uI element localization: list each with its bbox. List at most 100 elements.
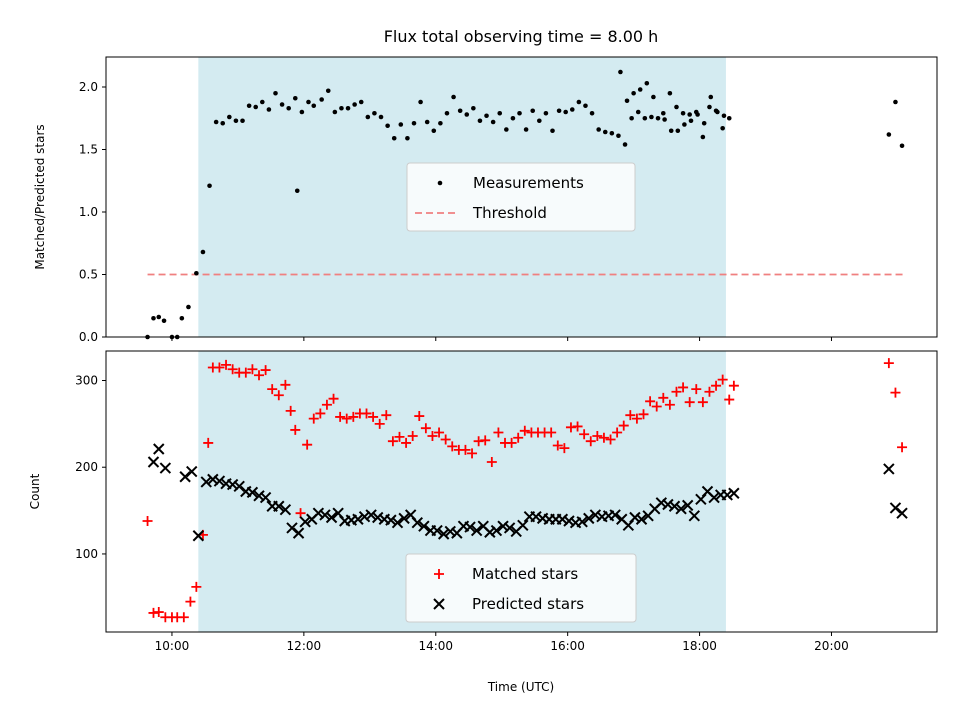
matched-point (612, 427, 623, 438)
measurement-point (576, 99, 582, 105)
matched-point (335, 411, 346, 422)
matched-point (328, 393, 339, 404)
matched-point (260, 365, 271, 376)
matched-point (546, 427, 557, 438)
matched-point (374, 418, 385, 429)
matched-point (315, 408, 326, 419)
measurement-point (332, 109, 338, 115)
matched-point (618, 420, 629, 431)
predicted-point (279, 504, 292, 516)
measurement-point (220, 120, 226, 126)
predicted-point (675, 503, 687, 515)
matched-point (142, 515, 153, 526)
predicted-point (883, 463, 895, 475)
measurement-point (674, 104, 679, 110)
measurement-point (418, 99, 423, 105)
bottom-y-tick-label: 300 (75, 373, 98, 387)
measurement-point (233, 118, 239, 124)
top-frame (105, 56, 938, 338)
predicted-point (503, 522, 516, 534)
legend-label: Threshold (472, 204, 547, 222)
measurement-point (543, 110, 549, 116)
measurement-point (618, 69, 623, 75)
measurement-point (207, 183, 212, 189)
predicted-point (325, 511, 338, 524)
x-tick-label: 20:00 (814, 639, 849, 653)
matched-point (348, 411, 359, 422)
measurement-point (504, 127, 509, 132)
matched-point (645, 396, 656, 407)
predicted-point (431, 524, 443, 537)
measurement-point (273, 90, 278, 96)
matched-point (427, 430, 438, 441)
legend-marker-matched (434, 569, 444, 579)
measurement-point (893, 99, 898, 105)
predicted-point (668, 500, 681, 512)
matched-point (273, 390, 284, 401)
matched-point (513, 432, 524, 443)
measurement-point (266, 107, 272, 112)
measurement-point (510, 115, 516, 121)
predicted-point (437, 528, 450, 540)
matched-point (684, 397, 695, 408)
predicted-point (273, 500, 285, 512)
x-tick-label: 18:00 (682, 639, 717, 653)
measurement-point (378, 114, 384, 120)
matched-point (407, 430, 418, 441)
measurement-point (464, 112, 470, 117)
predicted-point (708, 491, 720, 504)
measurement-point (240, 118, 245, 124)
top-y-tick-label: 1.0 (79, 205, 98, 219)
measurement-point (556, 108, 562, 114)
measurement-point (299, 109, 305, 115)
predicted-point (721, 489, 733, 501)
predicted-point (681, 499, 694, 512)
matched-point (605, 434, 616, 445)
measurement-point (161, 318, 167, 324)
predicted-point (418, 520, 430, 532)
matched-point (691, 384, 702, 395)
measurement-point (424, 119, 430, 125)
top-legend: Measurements Threshold (406, 162, 636, 232)
measurement-point (260, 99, 265, 105)
legend-frame (406, 162, 636, 232)
matched-point (697, 397, 708, 408)
x-tick-label: 12:00 (287, 639, 322, 653)
measurement-point (886, 132, 892, 137)
measurement-point (631, 90, 636, 96)
measurement-point (311, 103, 317, 109)
matched-point (178, 612, 189, 623)
predicted-point (398, 512, 410, 525)
measurement-point (720, 125, 725, 131)
predicted-point (153, 443, 165, 455)
x-tick-label: 16:00 (550, 639, 585, 653)
predicted-point (253, 490, 265, 502)
measurement-point (253, 104, 259, 110)
measurement-point (682, 122, 687, 127)
legend-marker-measurements (437, 180, 443, 186)
measurement-point (675, 128, 681, 134)
matched-point (308, 413, 319, 424)
predicted-point (186, 465, 198, 478)
matched-point (285, 405, 296, 416)
predicted-point (583, 512, 595, 525)
matched-point (631, 413, 642, 424)
measurement-point (156, 314, 162, 320)
matched-point (598, 432, 609, 443)
measurement-point (431, 128, 437, 134)
matched-point (506, 437, 517, 448)
predicted-point (576, 516, 588, 528)
bottom-y-tick-label: 100 (75, 547, 98, 561)
predicted-point (688, 510, 701, 522)
measurement-point (635, 109, 641, 115)
measurement-point (358, 99, 364, 105)
measurement-point (490, 119, 496, 125)
legend-frame (405, 553, 637, 623)
measurement-point (352, 102, 357, 107)
matched-point (394, 431, 405, 442)
top-y-tick-label: 0.0 (79, 330, 98, 344)
measurement-point (194, 270, 199, 276)
bottom-legend: Matched stars Predicted stars (405, 553, 637, 623)
measurement-point (701, 120, 707, 126)
matched-point (290, 424, 301, 435)
